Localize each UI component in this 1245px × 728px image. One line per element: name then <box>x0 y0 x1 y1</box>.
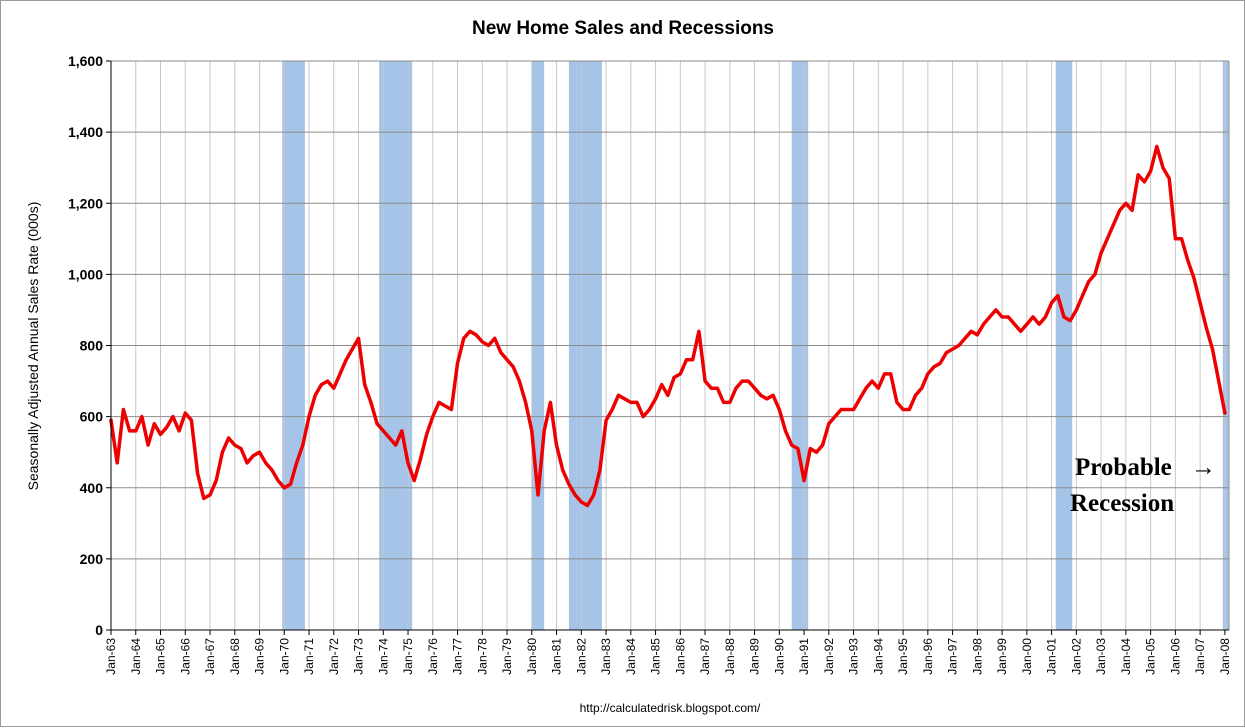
x-tick-label-24: Jan-87 <box>698 638 712 675</box>
x-tick-label-23: Jan-86 <box>673 638 687 675</box>
x-tick-label-26: Jan-89 <box>748 638 762 675</box>
x-tick-label-33: Jan-96 <box>921 638 935 675</box>
x-tick-label-21: Jan-84 <box>624 638 638 675</box>
series-line-0 <box>109 144 1227 508</box>
x-tick-label-19: Jan-82 <box>574 638 588 675</box>
x-tick-label-16: Jan-79 <box>500 638 514 675</box>
x-tick-label-42: Jan-05 <box>1144 638 1158 675</box>
annotation-probable: Probable <box>1075 454 1172 481</box>
x-tick-label-38: Jan-01 <box>1045 638 1059 675</box>
y-tick-label-5: 1,000 <box>68 266 103 282</box>
x-tick-label-45: Jan-08 <box>1218 638 1232 675</box>
x-tick-label-22: Jan-85 <box>649 638 663 675</box>
x-tick-label-29: Jan-92 <box>822 638 836 675</box>
y-tick-label-3: 600 <box>80 409 104 425</box>
annotation-recession: Recession <box>1070 490 1174 517</box>
x-tick-label-5: Jan-68 <box>228 638 242 675</box>
x-tick-label-34: Jan-97 <box>946 638 960 675</box>
y-tick-label-4: 800 <box>80 338 104 354</box>
y-axis-label: Seasonally Adjusted Annual Sales Rate (0… <box>25 202 41 491</box>
x-tick-label-27: Jan-90 <box>772 638 786 675</box>
source-url[interactable]: http://calculatedrisk.blogspot.com/ <box>580 701 761 715</box>
x-tick-label-1: Jan-64 <box>129 638 143 675</box>
x-tick-label-37: Jan-00 <box>1020 638 1034 675</box>
x-tick-label-3: Jan-66 <box>178 638 192 675</box>
y-tick-label-1: 200 <box>80 551 104 567</box>
x-tick-label-13: Jan-76 <box>426 638 440 675</box>
axes: Jan-63 Jan-64 Jan-65 Jan-66 Jan-67 Jan-68 Jan-… <box>68 53 1232 675</box>
x-tick-label-28: Jan-91 <box>797 638 811 675</box>
x-tick-label-0: Jan-63 <box>104 638 118 675</box>
x-tick-label-8: Jan-71 <box>302 638 316 675</box>
x-tick-label-4: Jan-67 <box>203 638 217 675</box>
y-tick-label-2: 400 <box>80 480 104 496</box>
x-tick-label-39: Jan-02 <box>1069 638 1083 675</box>
y-tick-label-8: 1,600 <box>68 53 103 69</box>
x-tick-label-30: Jan-93 <box>847 638 861 675</box>
x-tick-label-6: Jan-69 <box>253 638 267 675</box>
x-tick-label-17: Jan-80 <box>525 638 539 675</box>
x-tick-label-18: Jan-81 <box>550 638 564 675</box>
y-tick-label-7: 1,400 <box>68 124 103 140</box>
x-tick-label-43: Jan-06 <box>1168 638 1182 675</box>
chart-title: New Home Sales and Recessions <box>472 18 774 39</box>
x-tick-label-12: Jan-75 <box>401 638 415 675</box>
x-tick-label-44: Jan-07 <box>1193 638 1207 675</box>
series-layer <box>109 144 1227 508</box>
x-tick-label-32: Jan-95 <box>896 638 910 675</box>
x-tick-label-36: Jan-99 <box>995 638 1009 675</box>
x-tick-label-11: Jan-74 <box>376 638 390 675</box>
x-tick-label-20: Jan-83 <box>599 638 613 675</box>
annotation-arrow: → <box>1191 454 1216 481</box>
x-tick-label-2: Jan-65 <box>154 638 168 675</box>
x-tick-label-40: Jan-03 <box>1094 638 1108 675</box>
x-tick-label-9: Jan-72 <box>327 638 341 675</box>
x-tick-label-35: Jan-98 <box>970 638 984 675</box>
x-tick-label-31: Jan-94 <box>871 638 885 675</box>
x-tick-label-7: Jan-70 <box>277 638 291 675</box>
x-tick-label-14: Jan-77 <box>451 638 465 675</box>
y-tick-label-6: 1,200 <box>68 195 103 211</box>
x-tick-label-25: Jan-88 <box>723 638 737 675</box>
y-tick-label-0: 0 <box>95 622 103 638</box>
x-tick-label-15: Jan-78 <box>475 638 489 675</box>
x-tick-label-10: Jan-73 <box>352 638 366 675</box>
x-tick-label-41: Jan-04 <box>1119 638 1133 675</box>
